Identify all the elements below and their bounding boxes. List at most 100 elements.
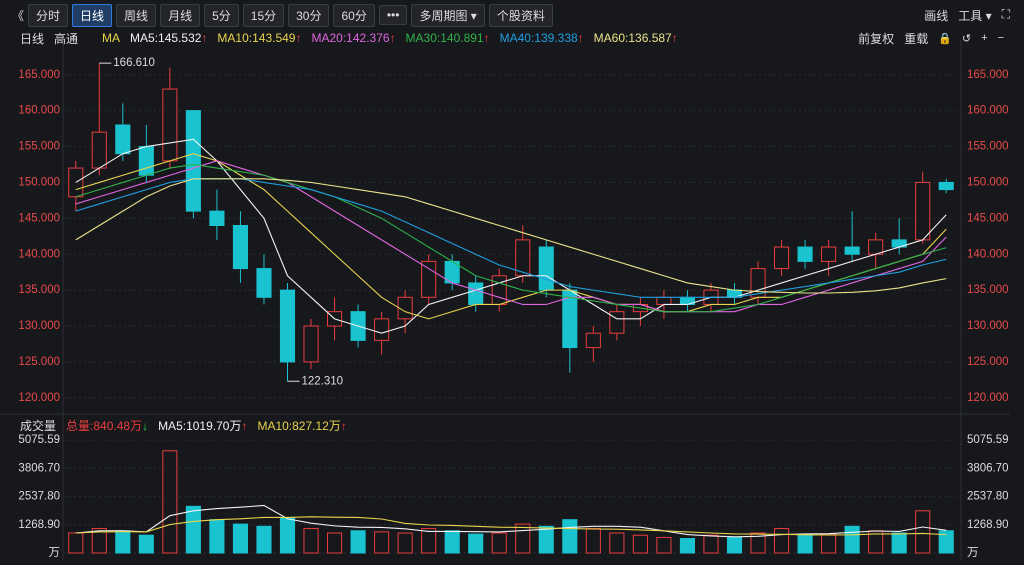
y-tick-label-right: 2537.80	[967, 491, 1009, 503]
ma-legend: MA40:139.338↑	[500, 31, 584, 45]
ma-line	[75, 160, 947, 313]
volume-bar	[468, 533, 484, 554]
volume-bar	[891, 532, 907, 554]
candle-body	[585, 332, 601, 349]
ma-label: MA10:143.549	[217, 31, 296, 45]
candle-body	[115, 124, 131, 155]
y-tick-label: 150.000	[18, 176, 60, 188]
ma-arrow: ↑	[389, 31, 396, 45]
header-action[interactable]: 前复权	[858, 31, 895, 46]
ma-label: MA5:145.532	[130, 31, 202, 45]
y-tick-label: 1268.90	[18, 519, 60, 531]
header-icon[interactable]: ↺	[961, 32, 972, 45]
y-tick-label: 145.000	[18, 212, 60, 224]
toolbar-button[interactable]: •••	[378, 5, 408, 25]
toolbar-button[interactable]: 周线	[116, 3, 157, 27]
candle-body	[868, 239, 884, 255]
toolbar-button[interactable]: 30分	[288, 3, 330, 27]
candle-body	[797, 246, 813, 262]
volume-bar	[585, 528, 601, 554]
ma-label: MA20:142.376	[311, 31, 390, 45]
extreme-label: 166.610	[113, 57, 155, 69]
back[interactable]: 《	[12, 8, 25, 23]
y-tick-label-right: 160.000	[967, 105, 1009, 117]
ma-legend: MA10:143.549↑	[217, 31, 301, 45]
candle-body	[609, 311, 625, 334]
volume-ma-label: MA5:1019.70万	[158, 418, 242, 433]
volume-bar	[350, 530, 366, 554]
candle-body	[938, 181, 954, 191]
ma-line	[75, 163, 947, 313]
candle-body	[844, 246, 860, 255]
ma-legend: MA30:140.891↑	[406, 31, 490, 45]
volume-ma-arrow: ↑	[340, 418, 347, 433]
ma-line	[75, 516, 947, 536]
y-tick-label-right: 1268.90	[967, 519, 1009, 531]
y-tick-label: 120.000	[18, 392, 60, 404]
toolbar-button[interactable]: 多周期图 ▾	[411, 3, 485, 27]
volume-bar	[821, 533, 837, 554]
header-icon[interactable]: −	[997, 32, 1004, 44]
header-icon[interactable]: 🔒	[938, 32, 952, 45]
volume-bar	[538, 525, 554, 554]
volume-bar	[609, 532, 625, 554]
y-tick-label-right: 135.000	[967, 284, 1009, 296]
ma-arrow: ↑	[201, 31, 208, 45]
toolbar-tool[interactable]: ⛶	[1001, 7, 1010, 21]
volume-total: 总量:840.48万↓	[66, 417, 148, 434]
volume-header: 成交量 总量:840.48万↓ MA5:1019.70万↑ MA10:827.12…	[0, 417, 1024, 433]
y-tick-label-right: 5075.59	[967, 434, 1009, 446]
candle-body	[821, 246, 837, 262]
toolbar-button[interactable]: 个股资料	[488, 3, 553, 27]
volume-ma-arrow: ↑	[241, 418, 248, 433]
y-tick-label: 165.000	[18, 69, 60, 81]
volume-bar	[703, 534, 719, 554]
volume-bar	[491, 532, 507, 554]
y-tick-label: 万	[49, 547, 61, 559]
y-tick-label: 2537.80	[18, 491, 60, 503]
toolbar-button[interactable]: 5分	[204, 3, 239, 27]
volume-bar	[632, 534, 648, 554]
candle-body	[538, 246, 554, 291]
candle-body	[468, 282, 484, 305]
ma-arrow: ↑	[483, 31, 490, 45]
volume-bar	[915, 510, 931, 554]
period: 日线	[20, 31, 45, 46]
toolbar-right: 画线 工具 ▾ ⛶	[924, 7, 1010, 24]
volume-bar	[938, 530, 954, 554]
toolbar-button[interactable]: 15分	[242, 3, 285, 27]
volume-ma-label: MA10:827.12万	[257, 418, 341, 433]
toolbar-tool[interactable]: 工具 ▾	[958, 9, 992, 23]
y-tick-label-right: 150.000	[967, 176, 1009, 188]
volume-bar	[726, 536, 743, 554]
toolbar-tool[interactable]: 画线	[924, 9, 949, 23]
toolbar-button[interactable]: 分时	[28, 3, 69, 27]
volume-bar	[303, 528, 319, 554]
volume-title: 成交量	[20, 418, 57, 433]
y-tick-label: 125.000	[18, 356, 60, 368]
toolbar-button[interactable]: 日线	[72, 3, 113, 27]
ma-label: MA60:136.587	[593, 31, 672, 45]
candle-body	[303, 325, 319, 363]
y-tick-label: 3806.70	[18, 462, 60, 474]
toolbar-button[interactable]: 60分	[333, 3, 375, 27]
toolbar-button[interactable]: 月线	[160, 3, 201, 27]
candle-body	[421, 260, 437, 298]
volume-ma-legend: MA5:1019.70万↑	[158, 417, 247, 434]
ma-legend: MA20:142.376↑	[311, 31, 395, 45]
volume-bar	[679, 538, 696, 554]
candle-body	[185, 110, 201, 212]
volume-bar	[444, 530, 460, 554]
header-icon[interactable]: +	[981, 32, 988, 44]
ma-line	[75, 138, 947, 334]
ma-legend: MA60:136.587↑	[594, 31, 678, 45]
volume-ma-legend: MA10:827.12万↑	[257, 417, 346, 434]
volume-bar	[115, 530, 131, 554]
header-action[interactable]: 重载	[904, 31, 929, 46]
volume-bar	[656, 536, 672, 554]
y-tick-label: 135.000	[18, 284, 60, 296]
candle-body	[138, 146, 154, 176]
volume-bar	[209, 519, 225, 554]
volume-bar	[797, 534, 813, 554]
